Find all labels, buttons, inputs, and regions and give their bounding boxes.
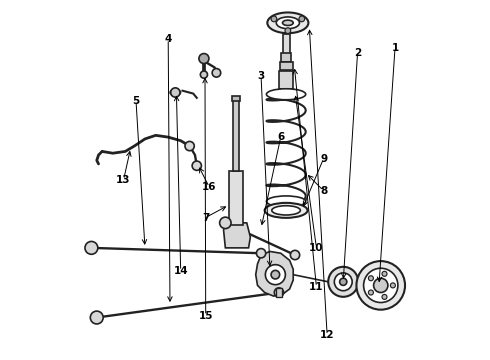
- Bar: [233, 100, 239, 171]
- Circle shape: [85, 242, 98, 254]
- Ellipse shape: [276, 17, 299, 29]
- Ellipse shape: [272, 206, 300, 215]
- Bar: [276, 288, 282, 297]
- Circle shape: [220, 217, 231, 229]
- Polygon shape: [256, 251, 293, 296]
- Circle shape: [200, 71, 207, 78]
- Circle shape: [340, 278, 347, 285]
- Circle shape: [368, 290, 373, 295]
- Circle shape: [368, 276, 373, 281]
- Text: 2: 2: [354, 48, 361, 58]
- Text: 14: 14: [173, 266, 188, 276]
- Bar: [232, 96, 240, 102]
- Ellipse shape: [267, 89, 306, 100]
- Bar: [280, 62, 293, 70]
- Circle shape: [291, 250, 300, 260]
- Circle shape: [382, 294, 387, 300]
- Text: 11: 11: [309, 282, 324, 292]
- Bar: [281, 53, 291, 62]
- Bar: [279, 71, 293, 89]
- Text: 16: 16: [202, 182, 217, 192]
- Circle shape: [212, 68, 220, 77]
- Circle shape: [271, 16, 277, 22]
- Circle shape: [256, 249, 266, 258]
- Circle shape: [192, 161, 201, 170]
- Text: 13: 13: [116, 175, 131, 185]
- Text: 15: 15: [198, 311, 213, 321]
- Text: 10: 10: [309, 243, 324, 253]
- Circle shape: [299, 16, 305, 22]
- Bar: [283, 33, 290, 69]
- Text: 8: 8: [320, 186, 327, 196]
- Ellipse shape: [170, 89, 181, 96]
- Ellipse shape: [283, 20, 293, 26]
- Text: 12: 12: [320, 330, 334, 341]
- Text: 4: 4: [165, 34, 172, 44]
- Circle shape: [285, 28, 291, 33]
- Ellipse shape: [265, 203, 308, 218]
- Text: 5: 5: [132, 96, 140, 107]
- Circle shape: [199, 54, 209, 64]
- Circle shape: [171, 88, 180, 97]
- Circle shape: [274, 288, 284, 297]
- Polygon shape: [223, 223, 250, 248]
- Circle shape: [328, 267, 358, 297]
- Circle shape: [364, 268, 398, 302]
- Polygon shape: [273, 89, 298, 94]
- Text: 1: 1: [392, 43, 399, 53]
- Bar: [229, 171, 243, 225]
- Circle shape: [373, 278, 388, 293]
- Circle shape: [334, 273, 352, 291]
- Text: 6: 6: [277, 132, 284, 142]
- Circle shape: [90, 311, 103, 324]
- Circle shape: [356, 261, 405, 310]
- Circle shape: [391, 283, 395, 288]
- Circle shape: [185, 141, 194, 151]
- Circle shape: [382, 271, 387, 276]
- Circle shape: [271, 270, 280, 279]
- Ellipse shape: [267, 196, 306, 207]
- Circle shape: [266, 265, 285, 285]
- Text: 9: 9: [320, 154, 327, 163]
- Text: 7: 7: [202, 212, 209, 222]
- Text: 3: 3: [257, 71, 265, 81]
- Ellipse shape: [268, 13, 308, 33]
